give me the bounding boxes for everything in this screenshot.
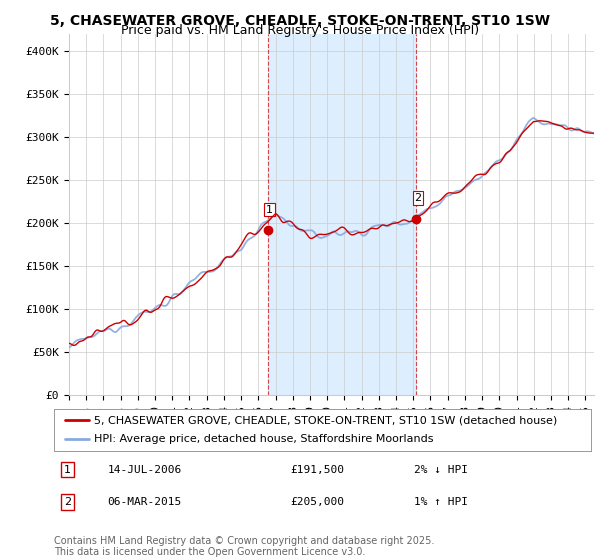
Text: HPI: Average price, detached house, Staffordshire Moorlands: HPI: Average price, detached house, Staf… xyxy=(94,435,434,445)
Text: Contains HM Land Registry data © Crown copyright and database right 2025.
This d: Contains HM Land Registry data © Crown c… xyxy=(54,535,434,557)
Text: £191,500: £191,500 xyxy=(290,465,344,475)
Text: 1: 1 xyxy=(266,204,273,214)
Text: 1% ↑ HPI: 1% ↑ HPI xyxy=(414,497,468,507)
Text: 5, CHASEWATER GROVE, CHEADLE, STOKE-ON-TRENT, ST10 1SW: 5, CHASEWATER GROVE, CHEADLE, STOKE-ON-T… xyxy=(50,14,550,28)
Text: 1: 1 xyxy=(64,465,71,475)
Text: £205,000: £205,000 xyxy=(290,497,344,507)
Text: 2% ↓ HPI: 2% ↓ HPI xyxy=(414,465,468,475)
Text: 14-JUL-2006: 14-JUL-2006 xyxy=(108,465,182,475)
Text: 2: 2 xyxy=(415,193,422,203)
Text: Price paid vs. HM Land Registry's House Price Index (HPI): Price paid vs. HM Land Registry's House … xyxy=(121,24,479,37)
Bar xyxy=(268,34,416,395)
Text: 5, CHASEWATER GROVE, CHEADLE, STOKE-ON-TRENT, ST10 1SW (detached house): 5, CHASEWATER GROVE, CHEADLE, STOKE-ON-T… xyxy=(94,415,557,425)
Text: 06-MAR-2015: 06-MAR-2015 xyxy=(108,497,182,507)
Text: 2: 2 xyxy=(64,497,71,507)
